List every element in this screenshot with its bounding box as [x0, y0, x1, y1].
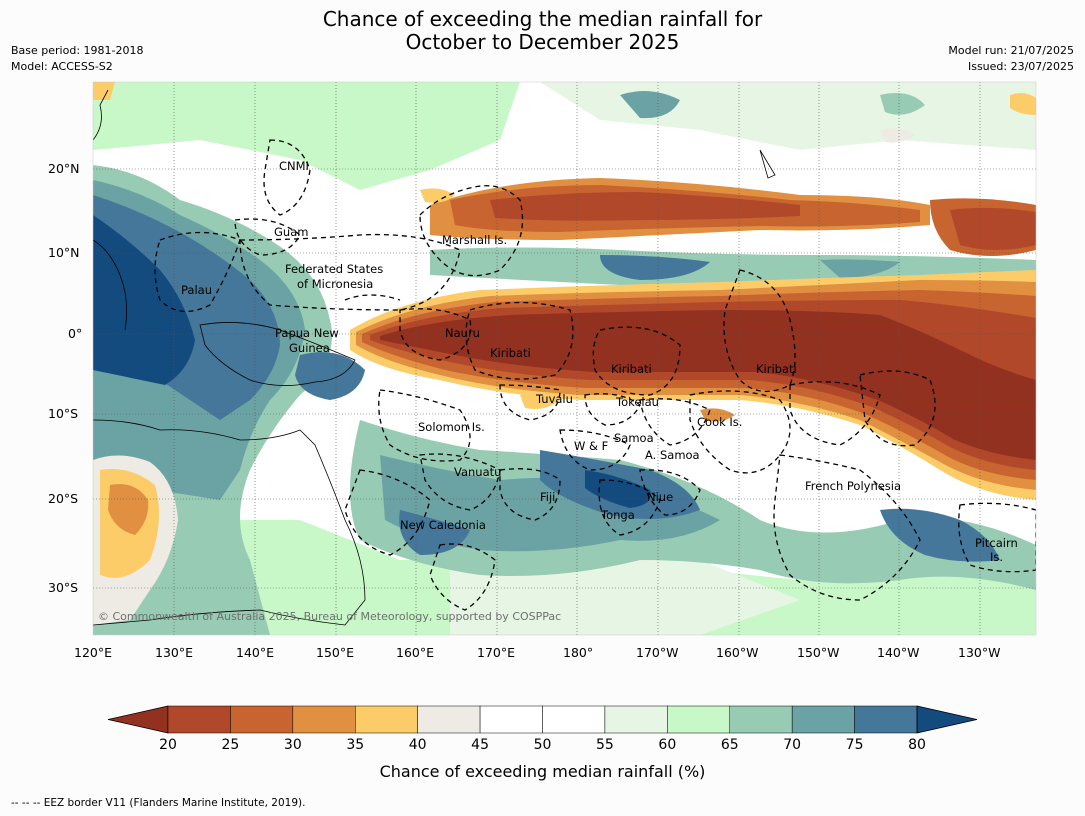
region-label-pitcairn-2: Is.	[990, 550, 1004, 564]
region-label-png: Papua New	[275, 326, 339, 340]
region-label-tonga: Tonga	[601, 508, 635, 522]
x-tick-label: 140°W	[877, 645, 920, 660]
region-label-kiribati-central: Kiribati	[611, 362, 652, 376]
region-label-vanuatu: Vanuatu	[454, 465, 502, 479]
colorbar-swatch	[854, 705, 918, 734]
colorbar-swatch	[542, 705, 606, 734]
region-label-solomon-islands: Solomon Is.	[418, 420, 485, 434]
region-label-png-2: Guinea	[289, 341, 330, 355]
x-tick-label: 170°W	[636, 645, 679, 660]
region-label-samoa: Samoa	[614, 431, 654, 445]
y-tick-label: 10°N	[48, 245, 80, 260]
y-tick-label: 0°	[68, 326, 83, 341]
model-text: Model: ACCESS-S2	[11, 60, 113, 73]
eez-footnote: -- -- -- EEZ border V11 (Flanders Marine…	[11, 797, 306, 809]
x-tick-label: 130°E	[155, 645, 194, 660]
x-tick-label: 140°E	[236, 645, 275, 660]
colorbar-tick-label: 30	[283, 737, 302, 753]
region-label-guam: Guam	[274, 225, 309, 239]
x-tick-label: 160°W	[716, 645, 759, 660]
region-label-fsm: Federated States	[285, 262, 384, 276]
colorbar-swatch	[167, 705, 231, 734]
colorbar-tick-label: 65	[720, 737, 739, 753]
y-tick-label: 20°S	[48, 491, 79, 506]
colorbar-tick-label: 20	[159, 737, 177, 753]
colorbar-swatch	[729, 705, 793, 734]
x-tick-label: 130°W	[958, 645, 1001, 660]
colorbar-tick-label: 45	[471, 737, 489, 753]
colorbar-tick-label: 75	[845, 737, 864, 753]
region-label-tuvalu: Tuvalu	[536, 392, 573, 406]
region-label-pitcairn: Pitcairn	[975, 536, 1018, 550]
colorbar-label: Chance of exceeding median rainfall (%)	[379, 762, 706, 781]
colorbar-tick-label: 40	[408, 737, 427, 753]
colorbar-swatch	[292, 705, 356, 734]
colorbar-swatch	[791, 705, 855, 734]
region-label-kiribati-west: Kiribati	[490, 346, 531, 360]
colorbar-tick-label: 25	[221, 737, 240, 753]
colorbar-tick-label: 35	[346, 737, 365, 753]
base-period-text: Base period: 1981-2018	[11, 44, 144, 57]
colorbar-tick-label: 60	[658, 737, 677, 753]
y-tick-label: 20°N	[48, 161, 80, 176]
x-tick-label: 150°W	[797, 645, 840, 660]
x-tick-label: 160°E	[396, 645, 435, 660]
colorbar-swatch	[417, 705, 481, 734]
coastlines	[93, 89, 776, 626]
region-label-nauru: Nauru	[445, 326, 480, 340]
region-label-american-samoa: A. Samoa	[645, 448, 700, 462]
colorbar-swatch	[479, 705, 543, 734]
region-label-tokelau: Tokelau	[616, 395, 659, 409]
region-label-wallis-futuna: W & F	[574, 439, 609, 453]
region-label-palau: Palau	[181, 283, 212, 297]
colorbar-tick-label: 70	[783, 737, 802, 753]
chart-title-line2: October to December 2025	[405, 30, 680, 54]
copyright-notice: © Commonwealth of Australia 2025, Bureau…	[98, 610, 562, 623]
region-label-fsm-2: of Micronesia	[297, 277, 374, 291]
y-tick-label: 30°S	[48, 580, 79, 595]
x-tick-label: 120°E	[74, 645, 113, 660]
chart-title-line1: Chance of exceeding the median rainfall …	[322, 7, 763, 31]
region-label-new-caledonia: New Caledonia	[400, 518, 486, 532]
colorbar-swatch	[230, 705, 294, 734]
issued-text: Issued: 23/07/2025	[967, 60, 1074, 73]
y-tick-label: 10°S	[48, 406, 79, 421]
x-tick-label: 170°E	[477, 645, 516, 660]
colorbar-high-extend	[916, 705, 978, 734]
eez-borders	[154, 139, 1036, 611]
region-label-french-polynesia: French Polynesia	[805, 479, 902, 493]
colorbar-swatch	[667, 705, 730, 734]
region-label-niue: Niue	[647, 490, 674, 504]
colorbar-tick-label: 50	[533, 737, 552, 753]
colorbar-low-extend	[107, 705, 169, 734]
x-tick-label: 150°E	[316, 645, 355, 660]
gridlines	[93, 82, 1036, 635]
colorbar-tick-label: 80	[908, 737, 926, 753]
region-label-marshall-islands: Marshall Is.	[442, 233, 508, 247]
map-area	[93, 82, 1036, 635]
colorbar-swatch	[604, 705, 668, 734]
colorbar-swatch	[355, 705, 418, 734]
region-label-fiji: Fiji	[540, 490, 556, 504]
colorbar	[107, 705, 978, 734]
region-label-kiribati-east: Kiribati	[756, 362, 797, 376]
region-label-cnmi: CNMI	[279, 159, 309, 173]
colorbar-tick-label: 55	[595, 737, 614, 753]
model-run-text: Model run: 21/07/2025	[948, 44, 1074, 57]
x-tick-label: 180°	[563, 645, 594, 660]
region-label-cook-islands: Cook Is.	[697, 415, 743, 429]
